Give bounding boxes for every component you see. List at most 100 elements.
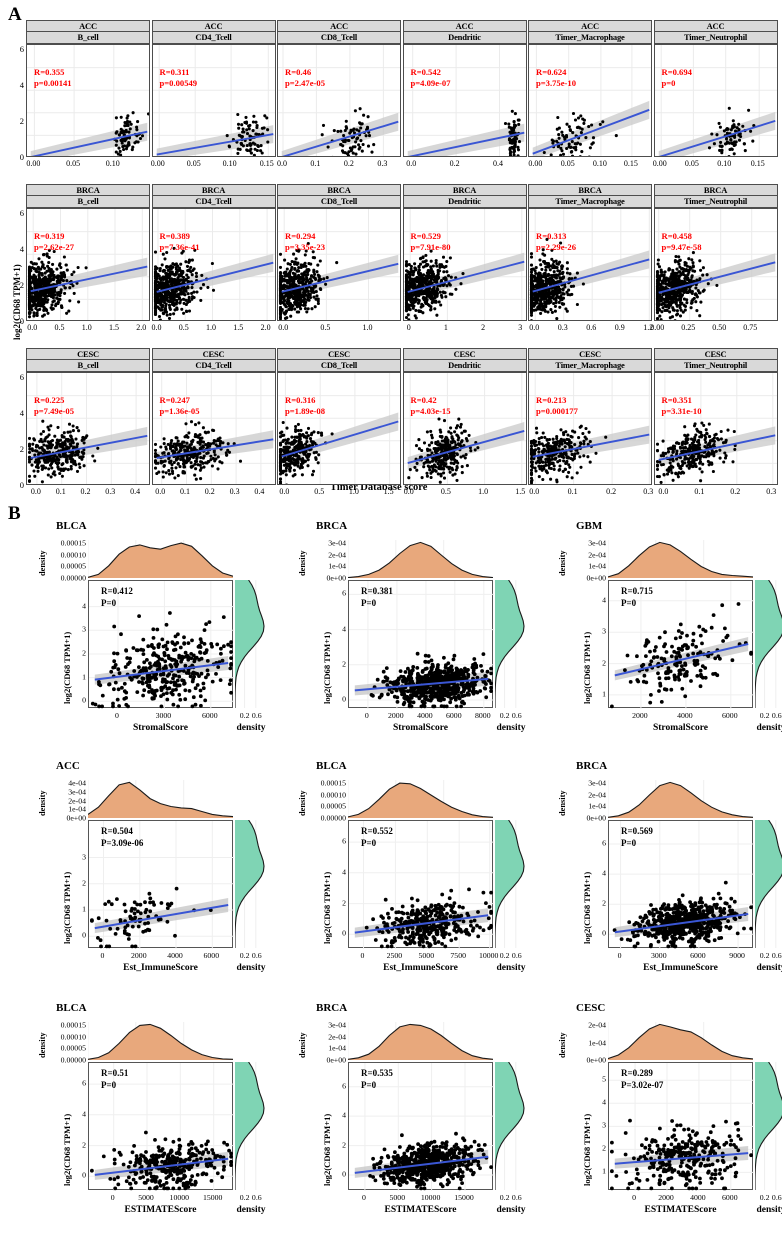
scatter-plot: R=0.529 p=7.91e-80	[402, 208, 527, 321]
x-tick-label: 0.15	[750, 159, 765, 168]
top-density-y-tick: 0.00015	[60, 538, 86, 548]
top-density-y-tick: 4e-04	[68, 778, 86, 788]
x-tick-label: 0.05	[560, 159, 575, 168]
facet-strip-cancer: CESC	[277, 348, 401, 360]
x-tick-label: 10000	[169, 1193, 190, 1202]
scatter-plot: R=0.389 p=7.36e-41	[151, 208, 276, 321]
x-tick-label: 0.0	[658, 487, 669, 496]
x-tick-label: 0.0	[277, 159, 287, 168]
right-density-x-tick: 0.6	[251, 951, 262, 960]
panel-title: BRCA	[316, 1002, 348, 1014]
y-tick-label: 2	[602, 658, 606, 668]
top-marginal-density	[347, 780, 494, 818]
annot-p: P=0	[101, 1080, 117, 1090]
panel-title: BRCA	[576, 760, 608, 772]
scatter-plot: R=0.351 p=3.31e-10	[653, 372, 778, 485]
top-density-y-tick: 2e-04	[588, 550, 606, 560]
joint-density-scatter-panel: GBM 0e+00 1e-04 2e-04 3e-04 density R=0.715 P=0…	[520, 518, 782, 754]
y-tick-label: 4	[19, 408, 24, 419]
main-scatter: R=0.535 P=0	[348, 1062, 494, 1191]
top-marginal-density	[607, 540, 754, 578]
x-tick-label: 0.10	[222, 159, 237, 168]
facet-strip-cancer: ACC	[26, 20, 150, 32]
x-tick-label: 0.1	[567, 487, 578, 496]
main-scatter: R=0.381 P=0	[348, 580, 494, 709]
x-axis-label: ESTIMATEScore	[384, 1205, 457, 1215]
annot-r: R=0.289	[621, 1068, 653, 1078]
main-scatter: R=0.569 P=0	[608, 820, 754, 949]
facet-strip-cancer: CESC	[402, 348, 527, 360]
x-tick-label: 3000	[155, 711, 172, 720]
right-marginal-density	[494, 1061, 527, 1190]
panel-a-facet: BRCA CD4_Tcell R=0.389 p=7.36e-41 0.0 0.5 1.0 1…	[151, 184, 276, 332]
facet-strip-cancer: BRCA	[653, 184, 778, 196]
x-tick-label: 0.3	[229, 487, 240, 496]
y-tick-label: 1	[82, 904, 86, 914]
annot-r: R=0.552	[361, 826, 393, 836]
right-density-x-tick: 0.6	[251, 711, 262, 720]
facet-strip-cancer: ACC	[151, 20, 276, 32]
x-tick-label: 0.0	[278, 323, 289, 332]
x-tick-label: 0	[617, 951, 622, 960]
top-marginal-density	[87, 540, 234, 578]
y-tick-label: 0	[82, 1170, 86, 1180]
facet-strip-immune: CD4_Tcell	[151, 360, 276, 372]
y-tick-label: 6	[19, 208, 24, 219]
annot-r: R=0.412	[101, 586, 133, 596]
x-tick-label: 0.05	[684, 159, 699, 168]
x-tick-label: 0.5	[320, 323, 331, 332]
joint-density-scatter-panel: BRCA 0e+00 1e-04 2e-04 3e-04 density R=0.381 P=…	[260, 518, 527, 754]
top-density-y-tick: 1e-04	[588, 1038, 606, 1047]
top-density-y-tick: 0e+00	[66, 813, 86, 823]
y-tick-label: 6	[82, 1078, 86, 1088]
x-tick-label: 0.00	[650, 323, 665, 332]
scatter-plot: R=0.247 p=1.36e-05	[151, 372, 276, 485]
y-tick-label: 1	[602, 689, 606, 699]
x-tick-label: 2000	[632, 711, 648, 720]
y-tick-label: 2	[342, 659, 346, 669]
scatter-plot: R=0.319 p=2.62e-27	[26, 208, 150, 321]
x-tick-label: 4000	[417, 711, 433, 720]
x-tick-label: 10000	[420, 1193, 441, 1202]
y-tick-label: 2	[19, 116, 24, 127]
right-density-x-tick: 0.2	[499, 1193, 510, 1202]
x-axis-label: StromalScore	[652, 723, 709, 733]
panel-a-facet: CESC B_cell R=0.225 p=7.49e-05 0.0 0.1 0.2 0.3 0…	[26, 348, 150, 496]
right-density-axis-label: density	[236, 963, 266, 973]
facet-strip-immune: CD4_Tcell	[151, 196, 276, 208]
right-marginal-density	[494, 579, 527, 708]
panel-a-facet: CESC Dendritic R=0.42 p=4.03e-15 0.0 0.5 1.0 1.…	[402, 348, 527, 496]
y-tick-label: 2	[342, 1140, 346, 1150]
x-tick-label: 6000	[722, 1193, 738, 1202]
x-tick-label: 0.2	[343, 159, 354, 168]
facet-strip-cancer: BRCA	[26, 184, 150, 196]
x-tick-label: 6000	[203, 951, 220, 960]
top-density-y-tick: 3e-04	[328, 538, 346, 548]
correlation-annotation: R=0.51 P=0	[101, 1067, 128, 1091]
panel-a-facet: ACC CD8_Tcell R=0.46 p=2.47e-05 0.0 0.1 0.2 0.3	[277, 20, 401, 168]
x-tick-label: 2000	[388, 711, 404, 720]
top-density-y-tick: 0e+00	[586, 813, 606, 823]
top-density-y-tick: 1e-04	[68, 804, 86, 814]
scatter-plot: R=0.694 p=0	[653, 44, 778, 157]
x-tick-label: 0.05	[66, 159, 81, 168]
panel-a-y-axis-title: log2(CD68 TPM+1)	[12, 264, 22, 340]
x-tick-label: 0.50	[712, 323, 727, 332]
right-marginal-density	[234, 819, 267, 948]
scatter-plot: R=0.313 p=2.29e-26	[528, 208, 652, 321]
x-tick-label: 0.0	[529, 487, 540, 496]
panel-a-facet: BRCA Timer_Neutrophil R=0.458 p=9.47e-58 0.0…	[650, 184, 778, 332]
x-tick-label: 15000	[454, 1193, 474, 1202]
x-tick-label: 10000	[478, 951, 499, 960]
right-density-x-tick: 0.6	[771, 1193, 782, 1202]
x-tick-label: 0.1	[694, 487, 705, 496]
top-density-y-tick: 1e-04	[588, 801, 606, 811]
panel-title: BRCA	[316, 520, 348, 532]
panel-title: BLCA	[56, 1002, 87, 1014]
x-tick-label: 9000	[729, 951, 745, 960]
annot-r: R=0.51	[101, 1068, 129, 1078]
x-tick-label: 2	[481, 323, 486, 332]
x-tick-label: 0.15	[623, 159, 638, 168]
right-density-x-tick: 0.2	[759, 1193, 770, 1202]
right-density-x-tick: 0.2	[759, 711, 770, 720]
